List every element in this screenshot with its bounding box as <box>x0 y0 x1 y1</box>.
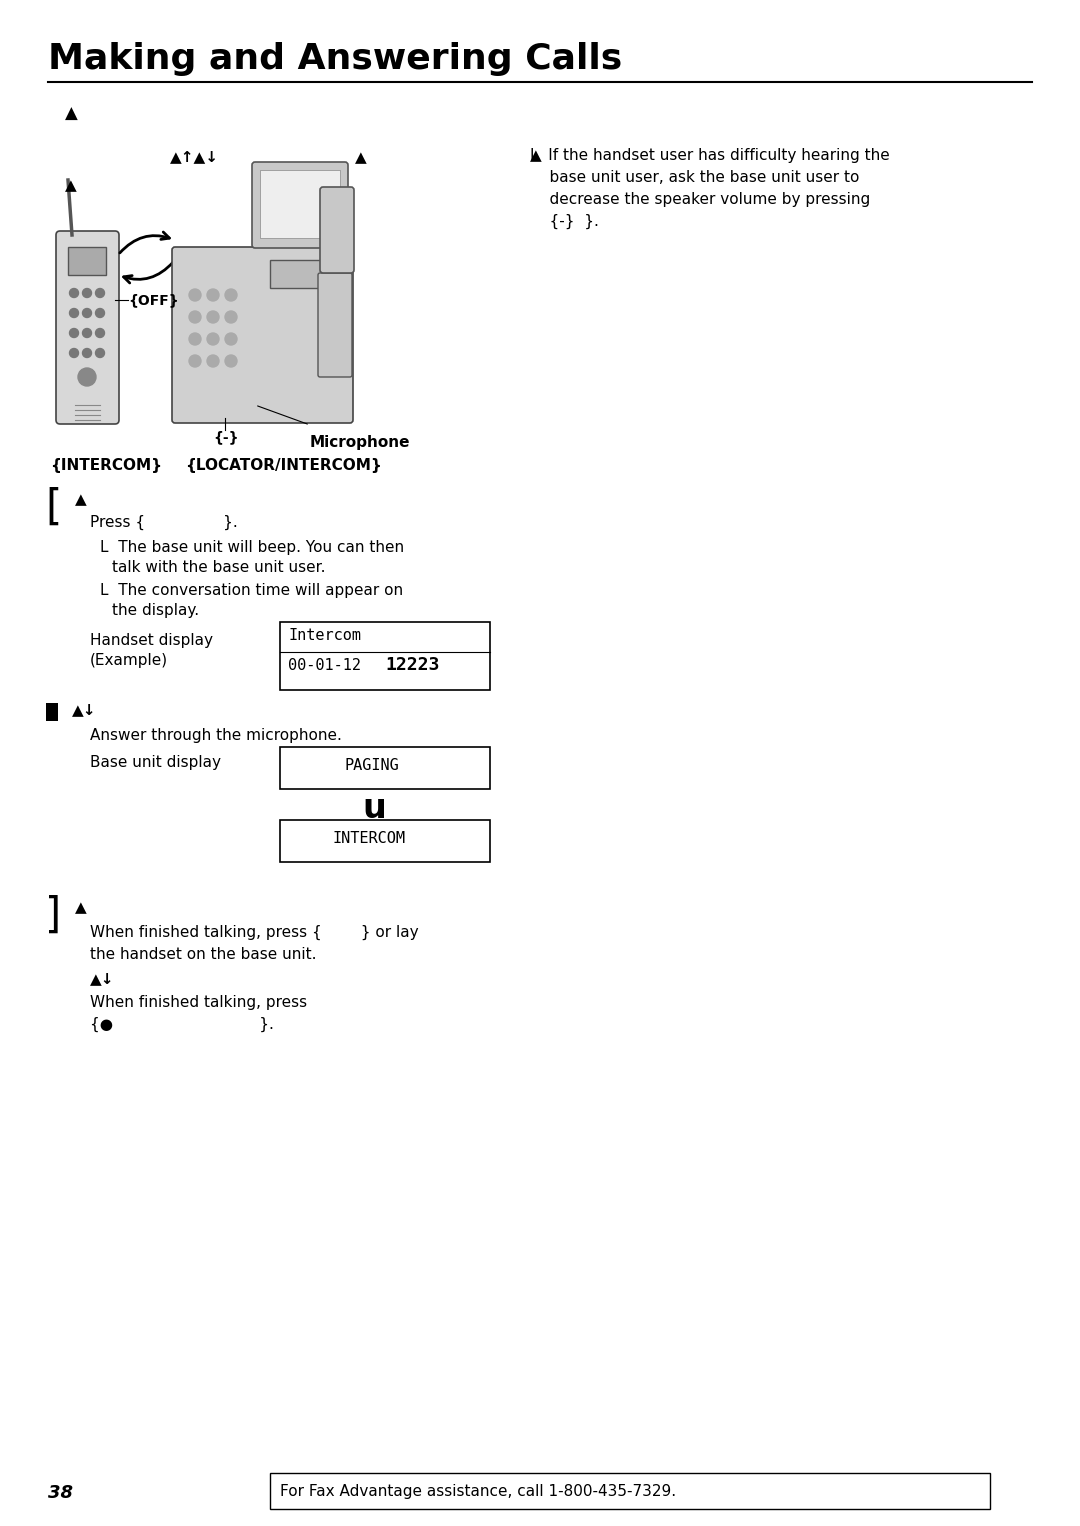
Circle shape <box>69 328 79 337</box>
Circle shape <box>225 311 237 324</box>
Text: the handset on the base unit.: the handset on the base unit. <box>90 948 316 961</box>
Text: ▲↑▲↓: ▲↑▲↓ <box>170 150 219 165</box>
FancyArrowPatch shape <box>123 262 173 282</box>
Text: INTERCOM: INTERCOM <box>333 832 406 845</box>
Circle shape <box>189 333 201 345</box>
Circle shape <box>189 311 201 324</box>
Circle shape <box>82 288 92 298</box>
Circle shape <box>207 333 219 345</box>
Text: For Fax Advantage assistance, call 1-800-435-7329.: For Fax Advantage assistance, call 1-800… <box>280 1483 676 1499</box>
Text: 38: 38 <box>48 1483 73 1502</box>
Circle shape <box>189 356 201 366</box>
FancyBboxPatch shape <box>56 230 119 424</box>
Bar <box>280 819 490 862</box>
Bar <box>260 169 340 238</box>
Circle shape <box>82 328 92 337</box>
Text: ▲↓: ▲↓ <box>72 703 96 719</box>
Text: ▲: ▲ <box>65 105 78 124</box>
Text: [: [ <box>45 487 62 530</box>
Text: 12223: 12223 <box>384 656 440 674</box>
Text: (Example): (Example) <box>90 653 168 668</box>
Text: {INTERCOM}: {INTERCOM} <box>50 458 162 473</box>
Text: ▲: ▲ <box>530 148 542 163</box>
Circle shape <box>82 308 92 317</box>
Text: Intercom: Intercom <box>288 629 361 642</box>
Text: ▲: ▲ <box>75 900 86 916</box>
FancyBboxPatch shape <box>252 162 348 249</box>
Text: L  The conversation time will appear on: L The conversation time will appear on <box>100 583 403 598</box>
Circle shape <box>225 288 237 301</box>
Text: decrease the speaker volume by pressing: decrease the speaker volume by pressing <box>530 192 870 208</box>
Text: When finished talking, press {        } or lay: When finished talking, press { } or lay <box>90 925 419 940</box>
Circle shape <box>82 348 92 357</box>
Text: When finished talking, press: When finished talking, press <box>90 995 307 1010</box>
Text: Answer through the microphone.: Answer through the microphone. <box>90 728 342 743</box>
Circle shape <box>189 288 201 301</box>
FancyBboxPatch shape <box>320 188 354 273</box>
Bar <box>270 1473 990 1509</box>
Text: Microphone: Microphone <box>310 435 410 450</box>
Text: L  If the handset user has difficulty hearing the: L If the handset user has difficulty hea… <box>530 148 890 163</box>
Text: L  The base unit will beep. You can then: L The base unit will beep. You can then <box>100 540 404 555</box>
Text: {-}: {-} <box>213 430 239 444</box>
Bar <box>46 703 58 720</box>
Bar <box>280 623 490 690</box>
Text: {LOCATOR/INTERCOM}: {LOCATOR/INTERCOM} <box>185 458 381 473</box>
Circle shape <box>207 288 219 301</box>
FancyArrowPatch shape <box>120 232 170 253</box>
Text: ▲: ▲ <box>65 179 77 192</box>
Circle shape <box>95 288 105 298</box>
Text: ▲: ▲ <box>75 491 86 507</box>
Text: Making and Answering Calls: Making and Answering Calls <box>48 43 622 76</box>
Circle shape <box>225 333 237 345</box>
Text: Handset display: Handset display <box>90 633 213 649</box>
Circle shape <box>207 356 219 366</box>
Text: ▲: ▲ <box>355 150 367 165</box>
Text: ]: ] <box>45 896 62 937</box>
Circle shape <box>69 308 79 317</box>
Text: Press {                }.: Press { }. <box>90 514 238 530</box>
Text: Base unit display: Base unit display <box>90 755 221 771</box>
Text: PAGING: PAGING <box>345 758 400 774</box>
Text: {OFF}: {OFF} <box>129 293 178 307</box>
FancyBboxPatch shape <box>172 247 353 423</box>
Circle shape <box>207 311 219 324</box>
Circle shape <box>69 288 79 298</box>
Text: 00-01-12: 00-01-12 <box>288 658 361 673</box>
Bar <box>280 748 490 789</box>
Circle shape <box>95 348 105 357</box>
Bar <box>270 259 335 288</box>
Text: base unit user, ask the base unit user to: base unit user, ask the base unit user t… <box>530 169 860 185</box>
Text: talk with the base unit user.: talk with the base unit user. <box>112 560 325 575</box>
Circle shape <box>95 308 105 317</box>
FancyBboxPatch shape <box>318 273 352 377</box>
Circle shape <box>225 356 237 366</box>
Text: {-}  }.: {-} }. <box>530 214 599 229</box>
Text: u: u <box>362 792 386 826</box>
Text: {●                              }.: {● }. <box>90 1016 274 1032</box>
Text: ▲↓: ▲↓ <box>90 972 114 987</box>
Text: the display.: the display. <box>112 603 199 618</box>
Circle shape <box>78 368 96 386</box>
Circle shape <box>69 348 79 357</box>
Circle shape <box>95 328 105 337</box>
Bar <box>68 247 106 275</box>
